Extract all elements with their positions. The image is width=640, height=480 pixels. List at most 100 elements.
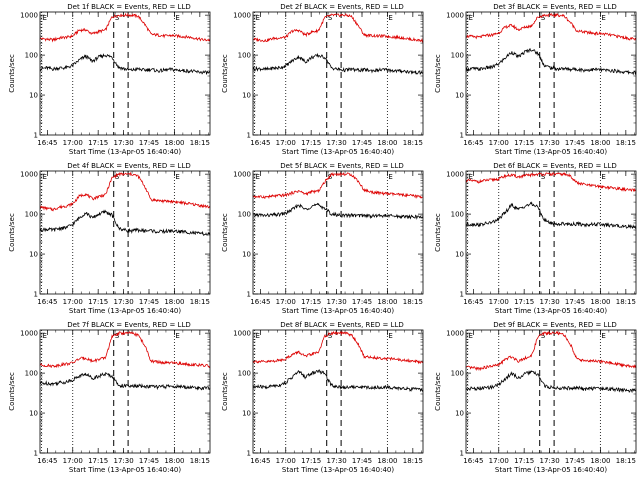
x-tick-label: 17:30: [326, 457, 346, 465]
x-tick-label: 17:00: [489, 298, 509, 306]
series-events-line: [39, 53, 211, 75]
x-tick-label: 17:30: [539, 298, 559, 306]
panel-title: Det 6f BLACK = Events, RED = LLD: [493, 162, 616, 170]
series-events-line: [39, 209, 211, 237]
time-marker-label: E: [256, 173, 260, 181]
y-axis-label: Counts/sec: [8, 54, 16, 93]
x-tick-label: 17:45: [139, 139, 159, 147]
time-marker-label: E: [388, 332, 392, 340]
x-tick-label: 17:30: [113, 139, 133, 147]
y-tick-label: 1000: [446, 12, 464, 20]
panel-det-8: Det 8f BLACK = Events, RED = LLD 1 10 100 10…: [221, 321, 424, 474]
x-tick-label: 17:00: [489, 139, 509, 147]
y-tick-label: 10: [455, 251, 464, 259]
x-tick-label: 17:45: [352, 457, 372, 465]
plot-frame: [39, 11, 211, 136]
series-lld-line: [39, 12, 211, 43]
x-tick-label: 17:00: [63, 298, 83, 306]
x-axis-label: Start Time (13-Apr-05 16:40:40): [282, 148, 394, 156]
series-events-line: [252, 52, 424, 75]
x-axis-label: Start Time (13-Apr-05 16:40:40): [495, 148, 607, 156]
panel-title: Det 8f BLACK = Events, RED = LLD: [280, 321, 403, 329]
series-events-line: [465, 201, 637, 230]
y-tick-label: 1000: [233, 171, 251, 179]
y-tick-label: 1: [34, 132, 38, 140]
series-lld-line: [252, 13, 424, 43]
y-tick-label: 10: [29, 251, 38, 259]
panel-title: Det 9f BLACK = Events, RED = LLD: [493, 321, 616, 329]
y-tick-label: 1000: [233, 12, 251, 20]
panel-title: Det 2f BLACK = Events, RED = LLD: [280, 3, 403, 11]
x-tick-label: 17:30: [326, 298, 346, 306]
y-axis-label: Counts/sec: [8, 372, 16, 411]
series-lld-line: [465, 12, 636, 41]
x-tick-label: 17:45: [565, 457, 585, 465]
time-marker-label: E: [43, 14, 47, 22]
x-tick-label: 17:15: [88, 457, 108, 465]
x-tick-label: 17:00: [276, 457, 296, 465]
y-tick-label: 1: [460, 291, 464, 299]
x-tick-label: 18:15: [616, 139, 636, 147]
x-axis-label: Start Time (13-Apr-05 16:40:40): [282, 466, 394, 474]
time-marker-label: E: [469, 332, 473, 340]
plot-frame: [252, 329, 424, 454]
y-tick-label: 100: [25, 370, 38, 378]
y-tick-label: 1000: [20, 330, 38, 338]
x-tick-label: 18:00: [377, 457, 397, 465]
y-tick-label: 1000: [20, 12, 38, 20]
panel-title: Det 5f BLACK = Events, RED = LLD: [280, 162, 403, 170]
x-tick-label: 17:15: [88, 298, 108, 306]
y-tick-label: 100: [451, 52, 464, 60]
series-events-line: [465, 370, 637, 394]
x-tick-label: 18:15: [403, 457, 423, 465]
x-tick-label: 18:00: [164, 139, 184, 147]
x-tick-label: 17:30: [113, 298, 133, 306]
panel-det-7: Det 7f BLACK = Events, RED = LLD 1 10 100 10…: [8, 321, 211, 474]
y-tick-label: 1000: [446, 330, 464, 338]
series-lld-line: [465, 172, 637, 192]
y-axis-label: Counts/sec: [434, 372, 442, 411]
plot-frame: [39, 329, 211, 454]
x-tick-label: 17:45: [352, 139, 372, 147]
x-axis-label: Start Time (13-Apr-05 16:40:40): [69, 466, 181, 474]
y-tick-label: 1000: [446, 171, 464, 179]
time-marker-label: S: [328, 332, 333, 340]
x-tick-label: 16:45: [37, 139, 57, 147]
time-marker-label: S: [541, 332, 546, 340]
x-tick-label: 17:45: [139, 457, 159, 465]
series-events-line: [39, 371, 211, 391]
x-tick-label: 18:15: [403, 298, 423, 306]
x-tick-label: 17:45: [565, 298, 585, 306]
x-tick-label: 18:00: [590, 457, 610, 465]
y-tick-label: 10: [29, 410, 38, 418]
y-tick-label: 10: [29, 92, 38, 100]
panel-title: Det 4f BLACK = Events, RED = LLD: [67, 162, 190, 170]
x-tick-label: 17:30: [539, 457, 559, 465]
x-tick-label: 17:00: [276, 139, 296, 147]
x-tick-label: 17:15: [88, 139, 108, 147]
x-tick-label: 17:45: [139, 298, 159, 306]
time-marker-label: E: [256, 14, 260, 22]
x-tick-label: 16:45: [37, 457, 57, 465]
x-tick-label: 16:45: [463, 298, 483, 306]
y-tick-label: 1000: [233, 330, 251, 338]
y-tick-label: 100: [238, 211, 251, 219]
y-tick-label: 1: [460, 450, 464, 458]
x-axis-label: Start Time (13-Apr-05 16:40:40): [69, 148, 181, 156]
time-marker-label: S: [541, 173, 546, 181]
time-marker-label: E: [388, 14, 392, 22]
x-tick-label: 16:45: [37, 298, 57, 306]
time-marker-label: S: [328, 14, 333, 22]
x-tick-label: 17:15: [301, 457, 321, 465]
y-tick-label: 1: [247, 291, 251, 299]
panel-det-4: Det 4f BLACK = Events, RED = LLD 1 10 100 10…: [8, 162, 211, 315]
x-tick-label: 17:45: [352, 298, 372, 306]
panel-det-1: Det 1f BLACK = Events, RED = LLD 1 10 100 10…: [8, 3, 211, 156]
x-tick-label: 17:45: [565, 139, 585, 147]
x-tick-label: 18:00: [590, 298, 610, 306]
series-events-line: [252, 369, 424, 393]
x-tick-label: 17:15: [514, 139, 534, 147]
y-tick-label: 10: [242, 251, 251, 259]
panel-det-5: Det 5f BLACK = Events, RED = LLD 1 10 100 10…: [221, 162, 424, 315]
time-marker-label: E: [601, 173, 605, 181]
